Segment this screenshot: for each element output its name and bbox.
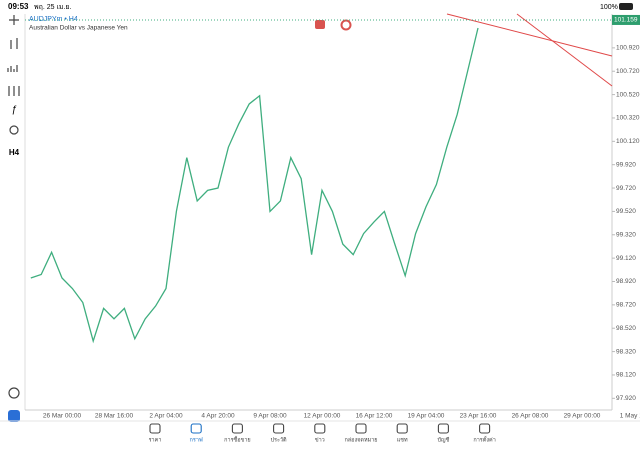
crosshair-tool[interactable] xyxy=(9,15,19,25)
y-tick-label: 100.320 xyxy=(616,115,640,122)
y-tick-label: 99.920 xyxy=(616,161,636,168)
x-tick-label: 28 Mar 16:00 xyxy=(95,413,134,420)
y-tick-label: 97.920 xyxy=(616,395,636,402)
current-price-box xyxy=(612,14,640,25)
tab-label[interactable]: แชท xyxy=(397,436,408,443)
y-tick-label: 100.520 xyxy=(616,91,640,98)
y-tick-label: 99.320 xyxy=(616,231,636,238)
x-tick-label: 2 Apr 04:00 xyxy=(149,413,183,420)
function-icon[interactable]: ƒ xyxy=(11,105,17,116)
battery-icon xyxy=(619,3,633,10)
status-battery: 100% xyxy=(600,4,618,11)
x-tick-label: 1 May 16: xyxy=(620,413,640,420)
y-tick-label: 99.120 xyxy=(616,255,636,262)
tab-icon[interactable] xyxy=(190,423,202,434)
y-tick-label: 100.720 xyxy=(616,68,640,75)
x-tick-label: 23 Apr 16:00 xyxy=(460,413,497,420)
y-tick-label: 98.120 xyxy=(616,372,636,379)
tab-icon[interactable] xyxy=(231,423,243,434)
y-tick-label: 99.720 xyxy=(616,185,636,192)
y-tick-label: 98.320 xyxy=(616,348,636,355)
objects-tool[interactable] xyxy=(9,125,19,135)
settings-tool[interactable] xyxy=(8,86,20,96)
tab-label[interactable]: ประวัติ xyxy=(271,436,287,443)
y-tick-label: 98.520 xyxy=(616,325,636,332)
y-tick-label: 98.720 xyxy=(616,302,636,309)
tab-icon[interactable] xyxy=(479,423,491,434)
left-toolbar: ƒ H4 xyxy=(7,15,20,422)
y-tick-label: 99.520 xyxy=(616,208,636,215)
tab-icon[interactable] xyxy=(396,423,408,434)
tab-icon[interactable] xyxy=(149,423,161,434)
tab-label[interactable]: บัญชี xyxy=(437,436,449,443)
tab-label[interactable]: การซื้อขาย xyxy=(224,435,250,443)
y-tick-label: 100.120 xyxy=(616,138,640,145)
tab-label[interactable]: กล่องจดหมาย xyxy=(344,437,377,443)
tab-icon[interactable] xyxy=(314,423,326,434)
x-tick-label: 16 Apr 12:00 xyxy=(356,413,393,420)
trend-line xyxy=(516,13,613,87)
tab-label[interactable]: ข่าว xyxy=(315,437,325,443)
tab-icon[interactable] xyxy=(355,423,367,434)
x-tick-label: 29 Apr 00:00 xyxy=(564,413,601,420)
x-tick-label: 9 Apr 08:00 xyxy=(253,413,287,420)
timeframe-icon[interactable]: H4 xyxy=(9,148,20,157)
chart-subtitle: Australian Dollar vs Japanese Yen xyxy=(29,25,128,32)
tab-icon[interactable] xyxy=(273,423,285,434)
trend-line xyxy=(446,13,613,57)
price-line xyxy=(30,27,479,344)
status-time: 09:53 xyxy=(8,2,29,11)
indicators-tool[interactable] xyxy=(7,65,18,72)
gauge-icon[interactable] xyxy=(8,387,20,399)
x-tick-label: 26 Apr 08:00 xyxy=(512,413,549,420)
app-icon[interactable] xyxy=(8,410,20,422)
x-tick-label: 12 Apr 00:00 xyxy=(304,413,341,420)
tab-label[interactable]: กราฟ xyxy=(190,436,203,443)
tab-label[interactable]: การตั้งค่า xyxy=(473,435,495,443)
chart-title: AUDJPYm • H4 xyxy=(29,16,78,23)
tab-icon[interactable] xyxy=(437,423,449,434)
x-tick-label: 19 Apr 04:00 xyxy=(408,413,445,420)
y-tick-label: 100.920 xyxy=(616,45,640,52)
chart-type-tool[interactable] xyxy=(10,38,18,49)
x-tick-label: 26 Mar 00:00 xyxy=(43,413,82,420)
sell-button[interactable] xyxy=(315,20,325,29)
status-date: พฤ. 25 เม.ย. xyxy=(34,4,72,11)
x-tick-label: 4 Apr 20:00 xyxy=(201,413,235,420)
buy-button[interactable] xyxy=(340,19,352,31)
tab-label[interactable]: ราคา xyxy=(149,437,162,443)
current-price-label: 101.159 xyxy=(614,17,638,24)
y-tick-label: 98.920 xyxy=(616,278,636,285)
